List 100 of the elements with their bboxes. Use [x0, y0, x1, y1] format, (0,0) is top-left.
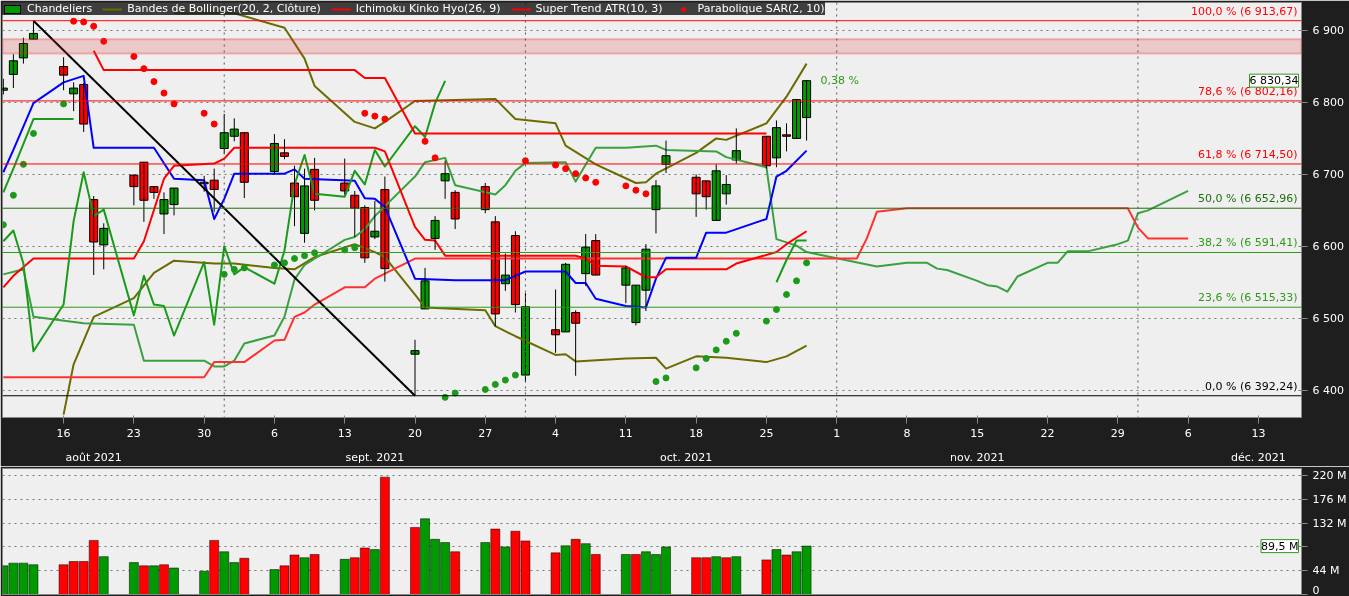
- candlestick: [450, 189, 460, 230]
- x-tick-label: 11: [618, 426, 633, 440]
- point: [642, 190, 650, 198]
- ref-line-label: 38,2 % (6 591,41): [1198, 236, 1298, 250]
- point: [772, 306, 780, 314]
- point: [662, 374, 670, 382]
- annotation: 89,5 M: [1261, 539, 1299, 553]
- x-tick-label: 25: [759, 426, 774, 440]
- y-tick-label: 44 M: [1312, 564, 1340, 578]
- x-tick-label: 13: [1251, 426, 1266, 440]
- point: [240, 264, 248, 272]
- candlestick: [440, 160, 450, 200]
- point: [572, 170, 580, 178]
- point: [280, 259, 288, 267]
- legend-label: Super Trend ATR(10, 3): [535, 2, 663, 15]
- line-series: [62, 243, 808, 416]
- point: [70, 17, 78, 25]
- x-tick-label: 6: [270, 426, 278, 440]
- y-tick-label: 0: [1312, 583, 1320, 596]
- annotation: 6 830,34: [1249, 74, 1299, 88]
- point: [481, 385, 489, 393]
- candlestick: [18, 37, 28, 65]
- y-tick-label: 6 800: [1312, 95, 1344, 109]
- point: [521, 157, 529, 165]
- point: [652, 378, 660, 386]
- x-tick-label: 1: [833, 426, 841, 440]
- point: [592, 178, 600, 186]
- x2-tick-label: nov. 2021: [950, 450, 1005, 464]
- x2-tick-label: août 2021: [65, 450, 122, 464]
- legend-label: Chandeliers: [27, 2, 93, 15]
- y-tick-label: 132 M: [1312, 516, 1347, 530]
- x-tick-label: 15: [970, 426, 985, 440]
- point: [270, 261, 278, 269]
- x-tick-label: 22: [1040, 426, 1055, 440]
- line-series: [2, 144, 1190, 368]
- x-tick-label: 23: [126, 426, 141, 440]
- x-tick-label: 27: [478, 426, 493, 440]
- point: [150, 78, 158, 86]
- x-tick-label: 30: [197, 426, 212, 440]
- ref-line-label: 61,8 % (6 714,50): [1198, 147, 1298, 161]
- point: [762, 317, 770, 325]
- ref-line-label: 50,0 % (6 652,96): [1198, 192, 1298, 206]
- y-tick-label: 176 M: [1312, 492, 1347, 506]
- x-tick-label: 4: [552, 426, 560, 440]
- x2-tick-label: déc. 2021: [1231, 450, 1286, 464]
- point: [200, 109, 208, 117]
- point: [712, 346, 720, 354]
- line-series: [2, 79, 447, 353]
- point: [220, 270, 228, 278]
- y-tick-label: 6 700: [1312, 167, 1344, 181]
- x2-tick-label: oct. 2021: [660, 450, 713, 464]
- point: [421, 137, 429, 145]
- point: [80, 18, 88, 26]
- ref-line-label: 23,6 % (6 515,33): [1198, 291, 1298, 305]
- point: [692, 364, 700, 372]
- point: [793, 277, 801, 285]
- annotation: 0,38 %: [820, 74, 860, 88]
- y-tick-label: 6 400: [1312, 383, 1344, 397]
- point: [562, 165, 570, 173]
- point: [702, 355, 710, 363]
- y-tick-label: 220 M: [1312, 469, 1347, 483]
- candlestick: [8, 53, 18, 89]
- ref-line-label: 100,0 % (6 913,67): [1191, 4, 1298, 18]
- ref-line-label: 0,0 % (6 392,24): [1204, 379, 1298, 393]
- line-series: [2, 207, 1190, 379]
- legend-label: Ichimoku Kinko Hyo(26, 9): [355, 2, 501, 15]
- point: [160, 89, 168, 97]
- point: [291, 255, 299, 263]
- candlestick: [59, 56, 69, 91]
- point: [29, 129, 37, 137]
- point: [511, 371, 519, 379]
- point: [732, 329, 740, 337]
- y-tick-label: 6 900: [1312, 24, 1344, 38]
- point: [140, 65, 148, 73]
- point: [381, 115, 389, 123]
- x-tick-label: 29: [1110, 426, 1125, 440]
- point: [783, 291, 790, 298]
- point: [9, 191, 17, 199]
- point: [341, 246, 349, 254]
- point: [451, 389, 459, 397]
- point: [130, 52, 138, 60]
- point: [351, 244, 359, 252]
- x-tick-label: 16: [56, 426, 71, 440]
- point: [582, 174, 590, 182]
- point: [210, 120, 218, 128]
- point: [361, 109, 369, 117]
- legend-label: Bandes de Bollinger(20, 2, Clôture): [127, 2, 321, 15]
- point: [301, 252, 309, 260]
- point: [622, 182, 630, 190]
- x-tick-label: 13: [337, 426, 352, 440]
- x-tick-label: 6: [1184, 426, 1192, 440]
- y-tick-label: 6 600: [1312, 239, 1344, 253]
- point: [501, 376, 509, 384]
- point: [803, 259, 811, 267]
- point: [632, 186, 640, 194]
- point: [90, 22, 98, 30]
- point: [371, 112, 379, 120]
- x-tick-label: 18: [689, 426, 704, 440]
- x-tick-label: 20: [408, 426, 422, 440]
- legend-label: Parabolique SAR(2, 10): [697, 2, 825, 15]
